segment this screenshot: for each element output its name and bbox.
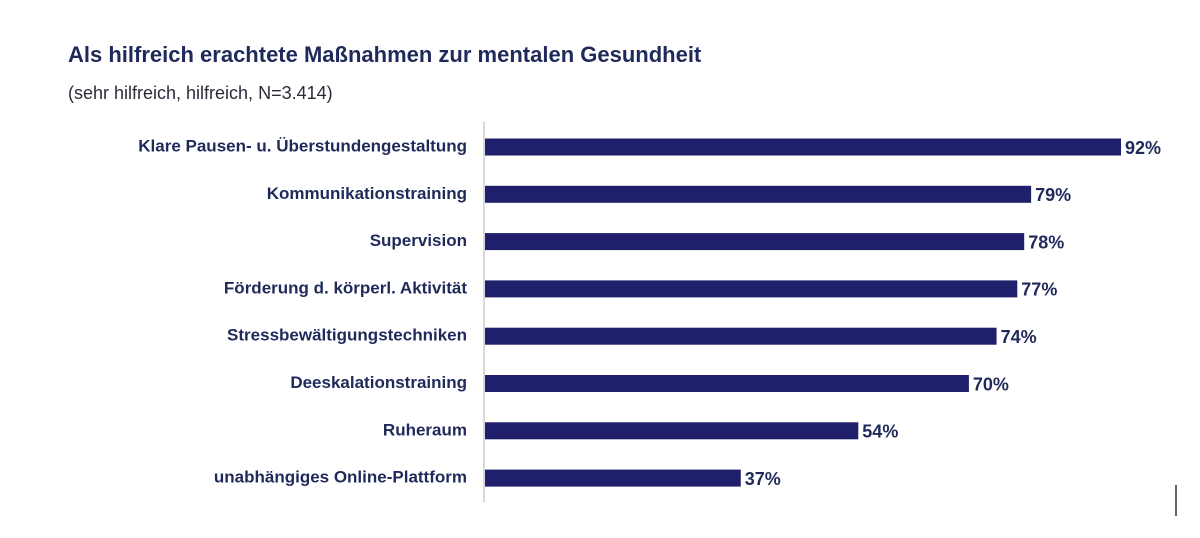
value-label: 78%	[1028, 232, 1064, 252]
value-label: 54%	[862, 422, 898, 442]
bar	[485, 233, 1025, 251]
bar	[485, 469, 741, 487]
category-label: Supervision	[370, 231, 467, 250]
category-label: Klare Pausen- u. Überstundengestaltung	[138, 136, 467, 155]
category-label: unabhängiges Online-Plattform	[214, 468, 467, 487]
bar	[485, 185, 1032, 203]
chart-title: Als hilfreich erachtete Maßnahmen zur me…	[68, 42, 702, 67]
bar	[485, 138, 1121, 156]
category-label: Förderung d. körperl. Aktivität	[224, 278, 467, 297]
bar	[485, 375, 969, 392]
value-label: 70%	[973, 374, 1009, 394]
value-label: 74%	[1001, 327, 1037, 347]
value-label: 79%	[1035, 185, 1071, 205]
category-label: Deeskalationstraining	[290, 373, 467, 392]
bar	[485, 327, 997, 345]
bar	[485, 280, 1018, 298]
value-label: 37%	[745, 469, 781, 489]
value-label: 77%	[1021, 280, 1057, 300]
category-label: Stressbewältigungstechniken	[227, 326, 467, 345]
chart-subtitle: (sehr hilfreich, hilfreich, N=3.414)	[68, 83, 333, 103]
value-label: 92%	[1125, 138, 1161, 158]
category-label: Kommunikationstraining	[267, 184, 467, 203]
category-label: Ruheraum	[383, 420, 467, 439]
bar	[485, 422, 859, 440]
